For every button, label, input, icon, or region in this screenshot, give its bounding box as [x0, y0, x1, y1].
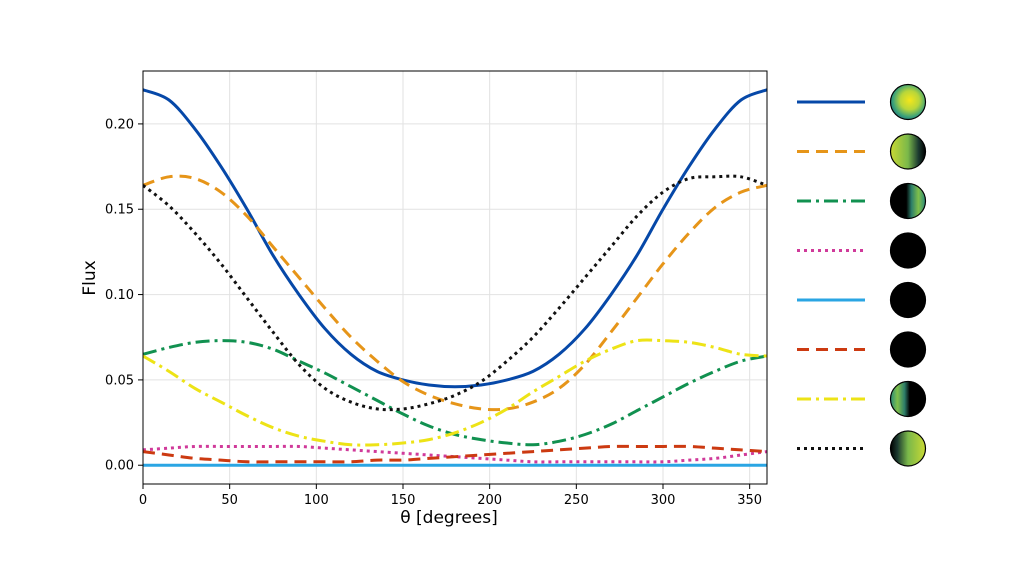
grid-lines — [142, 71, 767, 484]
legend-disk-6 — [889, 331, 927, 368]
x-tick-label: 0 — [139, 493, 147, 508]
series-line-6 — [143, 444, 767, 464]
x-axis-label: θ [degrees] — [400, 508, 498, 528]
legend-disk-8 — [889, 430, 927, 467]
y-tick-label: 0.05 — [105, 373, 134, 388]
y-tick-label: 0.20 — [105, 117, 134, 132]
series-line-1 — [143, 88, 767, 389]
series-line-4 — [143, 444, 767, 464]
x-tick-label: 350 — [737, 493, 762, 508]
series-line-7 — [143, 338, 767, 447]
x-tick-label: 300 — [651, 493, 676, 508]
legend-disk-7 — [889, 380, 927, 418]
series-line-3 — [143, 339, 767, 447]
legend-disk-4 — [889, 232, 927, 269]
y-tick-label: 0.00 — [105, 459, 134, 474]
x-tick-label: 250 — [564, 493, 589, 508]
legend-disk-2 — [889, 133, 927, 170]
legend-disk-3 — [889, 182, 927, 220]
plot-frame — [142, 70, 768, 485]
x-tick-label: 100 — [304, 493, 329, 508]
series-line-8 — [143, 174, 767, 412]
legend-disk-5 — [889, 281, 927, 319]
y-tick-label: 0.15 — [105, 203, 134, 218]
x-tick-label: 150 — [391, 493, 416, 508]
x-tick-label: 50 — [221, 493, 238, 508]
series-group — [143, 88, 767, 467]
x-tick-label: 200 — [477, 493, 502, 508]
series-line-2 — [143, 174, 767, 412]
legend — [797, 83, 927, 467]
y-axis-label: Flux — [80, 260, 100, 295]
y-tick-label: 0.10 — [105, 288, 134, 303]
axis-ticks: 0 50 100 150 200 250 300 350 0.00 0.05 0.10 0.15 0.2… — [105, 117, 762, 508]
legend-disk-1 — [889, 83, 927, 121]
